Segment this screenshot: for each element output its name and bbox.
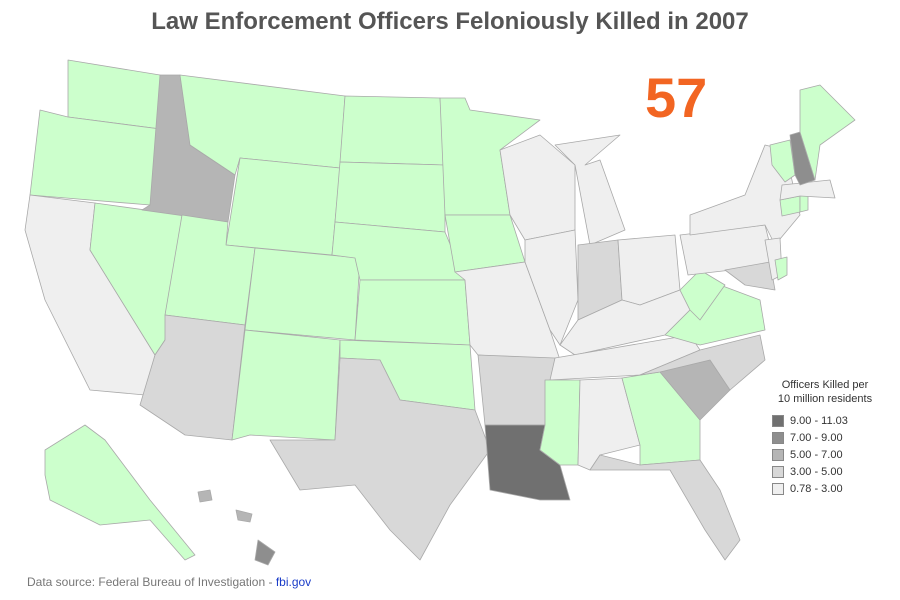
state-arkansas [477, 354, 556, 426]
map-title: Law Enforcement Officers Feloniously Kil… [151, 8, 749, 35]
data-source-note: Data source: Federal Bureau of Investiga… [27, 575, 311, 589]
legend-swatch [772, 431, 784, 444]
state-new-york [689, 144, 801, 246]
state-north-carolina [639, 334, 766, 391]
legend-swatch [772, 414, 784, 427]
legend-label: 0.78 - 3.00 [790, 482, 843, 495]
legend-label: 7.00 - 9.00 [790, 431, 843, 444]
legend-item-bin-2: 7.00 - 9.00 [760, 429, 890, 446]
state-hawaii-1 [197, 489, 213, 503]
legend-item-bin-3: 5.00 - 7.00 [760, 446, 890, 463]
legend-label: 5.00 - 7.00 [790, 448, 843, 461]
legend-title: Officers Killed per 10 million residents [760, 378, 890, 406]
legend-item-bin-4: 3.00 - 5.00 [760, 463, 890, 480]
state-south-dakota [334, 161, 446, 233]
state-new-jersey-east [774, 256, 788, 281]
state-michigan [554, 134, 626, 246]
legend-item-bin-1: 9.00 - 11.03 [760, 412, 890, 429]
map-legend: Officers Killed per 10 million residents… [760, 378, 890, 497]
state-florida [589, 454, 741, 561]
state-arizona [139, 314, 246, 441]
state-kansas [354, 279, 471, 346]
state-rhode-island [799, 195, 809, 213]
fbi-gov-link[interactable]: fbi.gov [275, 575, 312, 589]
state-wyoming [225, 157, 341, 256]
state-alaska [44, 424, 196, 561]
state-hawaii-3 [254, 539, 276, 566]
state-massachusetts [779, 179, 836, 201]
legend-swatch [772, 482, 784, 495]
total-killed-count: 57 [645, 66, 708, 129]
state-vermont [769, 139, 796, 183]
state-new-mexico [231, 329, 341, 441]
legend-label: 9.00 - 11.03 [790, 414, 848, 427]
state-colorado [244, 247, 361, 341]
state-new-hampshire [789, 131, 816, 186]
legend-title-line-2: 10 million residents [777, 393, 873, 405]
state-texas [269, 357, 491, 561]
data-source-text: Data source: Federal Bureau of Investiga… [27, 575, 276, 589]
state-maryland-delaware [724, 261, 776, 291]
legend-label: 3.00 - 5.00 [790, 465, 843, 478]
state-hawaii-2 [235, 509, 253, 523]
legend-swatch [772, 448, 784, 461]
state-maine [799, 84, 856, 181]
legend-item-bin-5: 0.78 - 3.00 [760, 480, 890, 497]
legend-title-line-1: Officers Killed per [781, 379, 869, 391]
state-north-dakota [339, 95, 446, 166]
legend-swatch [772, 465, 784, 478]
state-mississippi [539, 379, 581, 466]
